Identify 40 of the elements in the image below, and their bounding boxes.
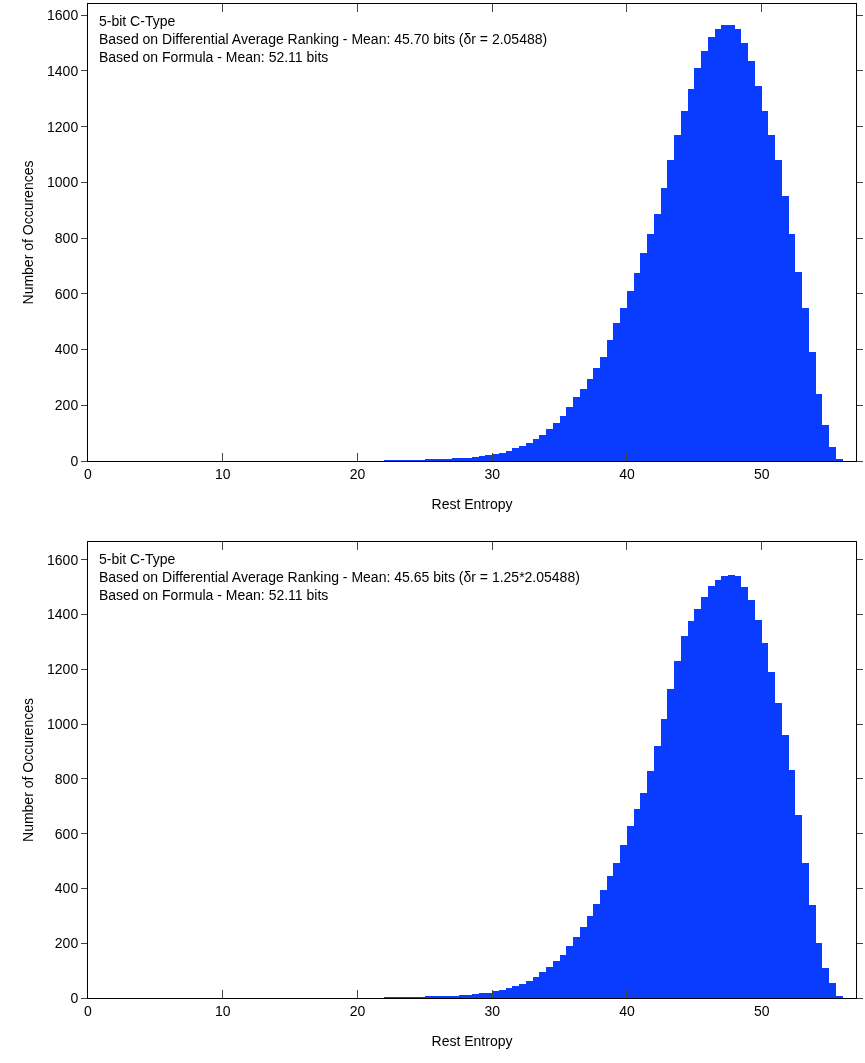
annotation: Based on Formula - Mean: 52.11 bits [99,587,329,603]
y-axis-title: Number of Occurences [19,698,36,842]
y-tick-label: 600 [54,825,79,842]
y-tick-label: 1600 [47,7,79,24]
y-tick-label: 1600 [47,551,79,568]
y-tick-label: 1200 [47,118,79,135]
y-tick-label: 200 [54,397,79,414]
y-tick-label: 1400 [47,62,79,79]
x-tick-label: 10 [214,1002,231,1019]
y-tick-label: 1000 [47,174,79,191]
y-tick-label: 600 [54,285,79,302]
annotation: Based on Formula - Mean: 52.11 bits [99,49,329,65]
y-tick-label: 0 [70,989,79,1006]
x-tick-label: 40 [619,1002,635,1019]
annotation: Based on Differential Average Ranking - Mean: 45.65 bits (δr = 1.25*2.05488) [99,569,580,585]
y-tick-label: 800 [54,229,79,246]
x-tick-label: 0 [84,1002,93,1019]
y-tick-label: 400 [54,880,79,897]
y-tick-label: 1200 [47,661,79,678]
x-tick-label: 50 [753,1002,770,1019]
x-axis-title: Rest Entropy [431,1033,513,1050]
x-tick-label: 30 [484,465,501,482]
y-tick-label: 400 [54,341,79,358]
x-axis-title: Rest Entropy [431,496,513,513]
annotation: 5-bit C-Type [99,13,176,29]
x-tick-label: 0 [84,465,93,482]
annotation: 5-bit C-Type [99,551,176,567]
y-tick-label: 0 [70,452,79,469]
x-tick-label: 20 [349,1002,366,1019]
y-tick-label: 800 [54,770,79,787]
x-tick-label: 20 [349,465,366,482]
x-tick-label: 40 [619,465,635,482]
x-tick-label: 30 [484,1002,501,1019]
x-tick-label: 50 [753,465,770,482]
x-tick-label: 10 [214,465,231,482]
y-tick-label: 200 [54,935,79,952]
y-axis-title: Number of Occurences [19,160,36,305]
y-tick-label: 1000 [47,716,79,733]
annotation: Based on Differential Average Ranking - Mean: 45.70 bits (δr = 2.05488) [99,31,548,47]
y-tick-label: 1400 [47,606,79,623]
